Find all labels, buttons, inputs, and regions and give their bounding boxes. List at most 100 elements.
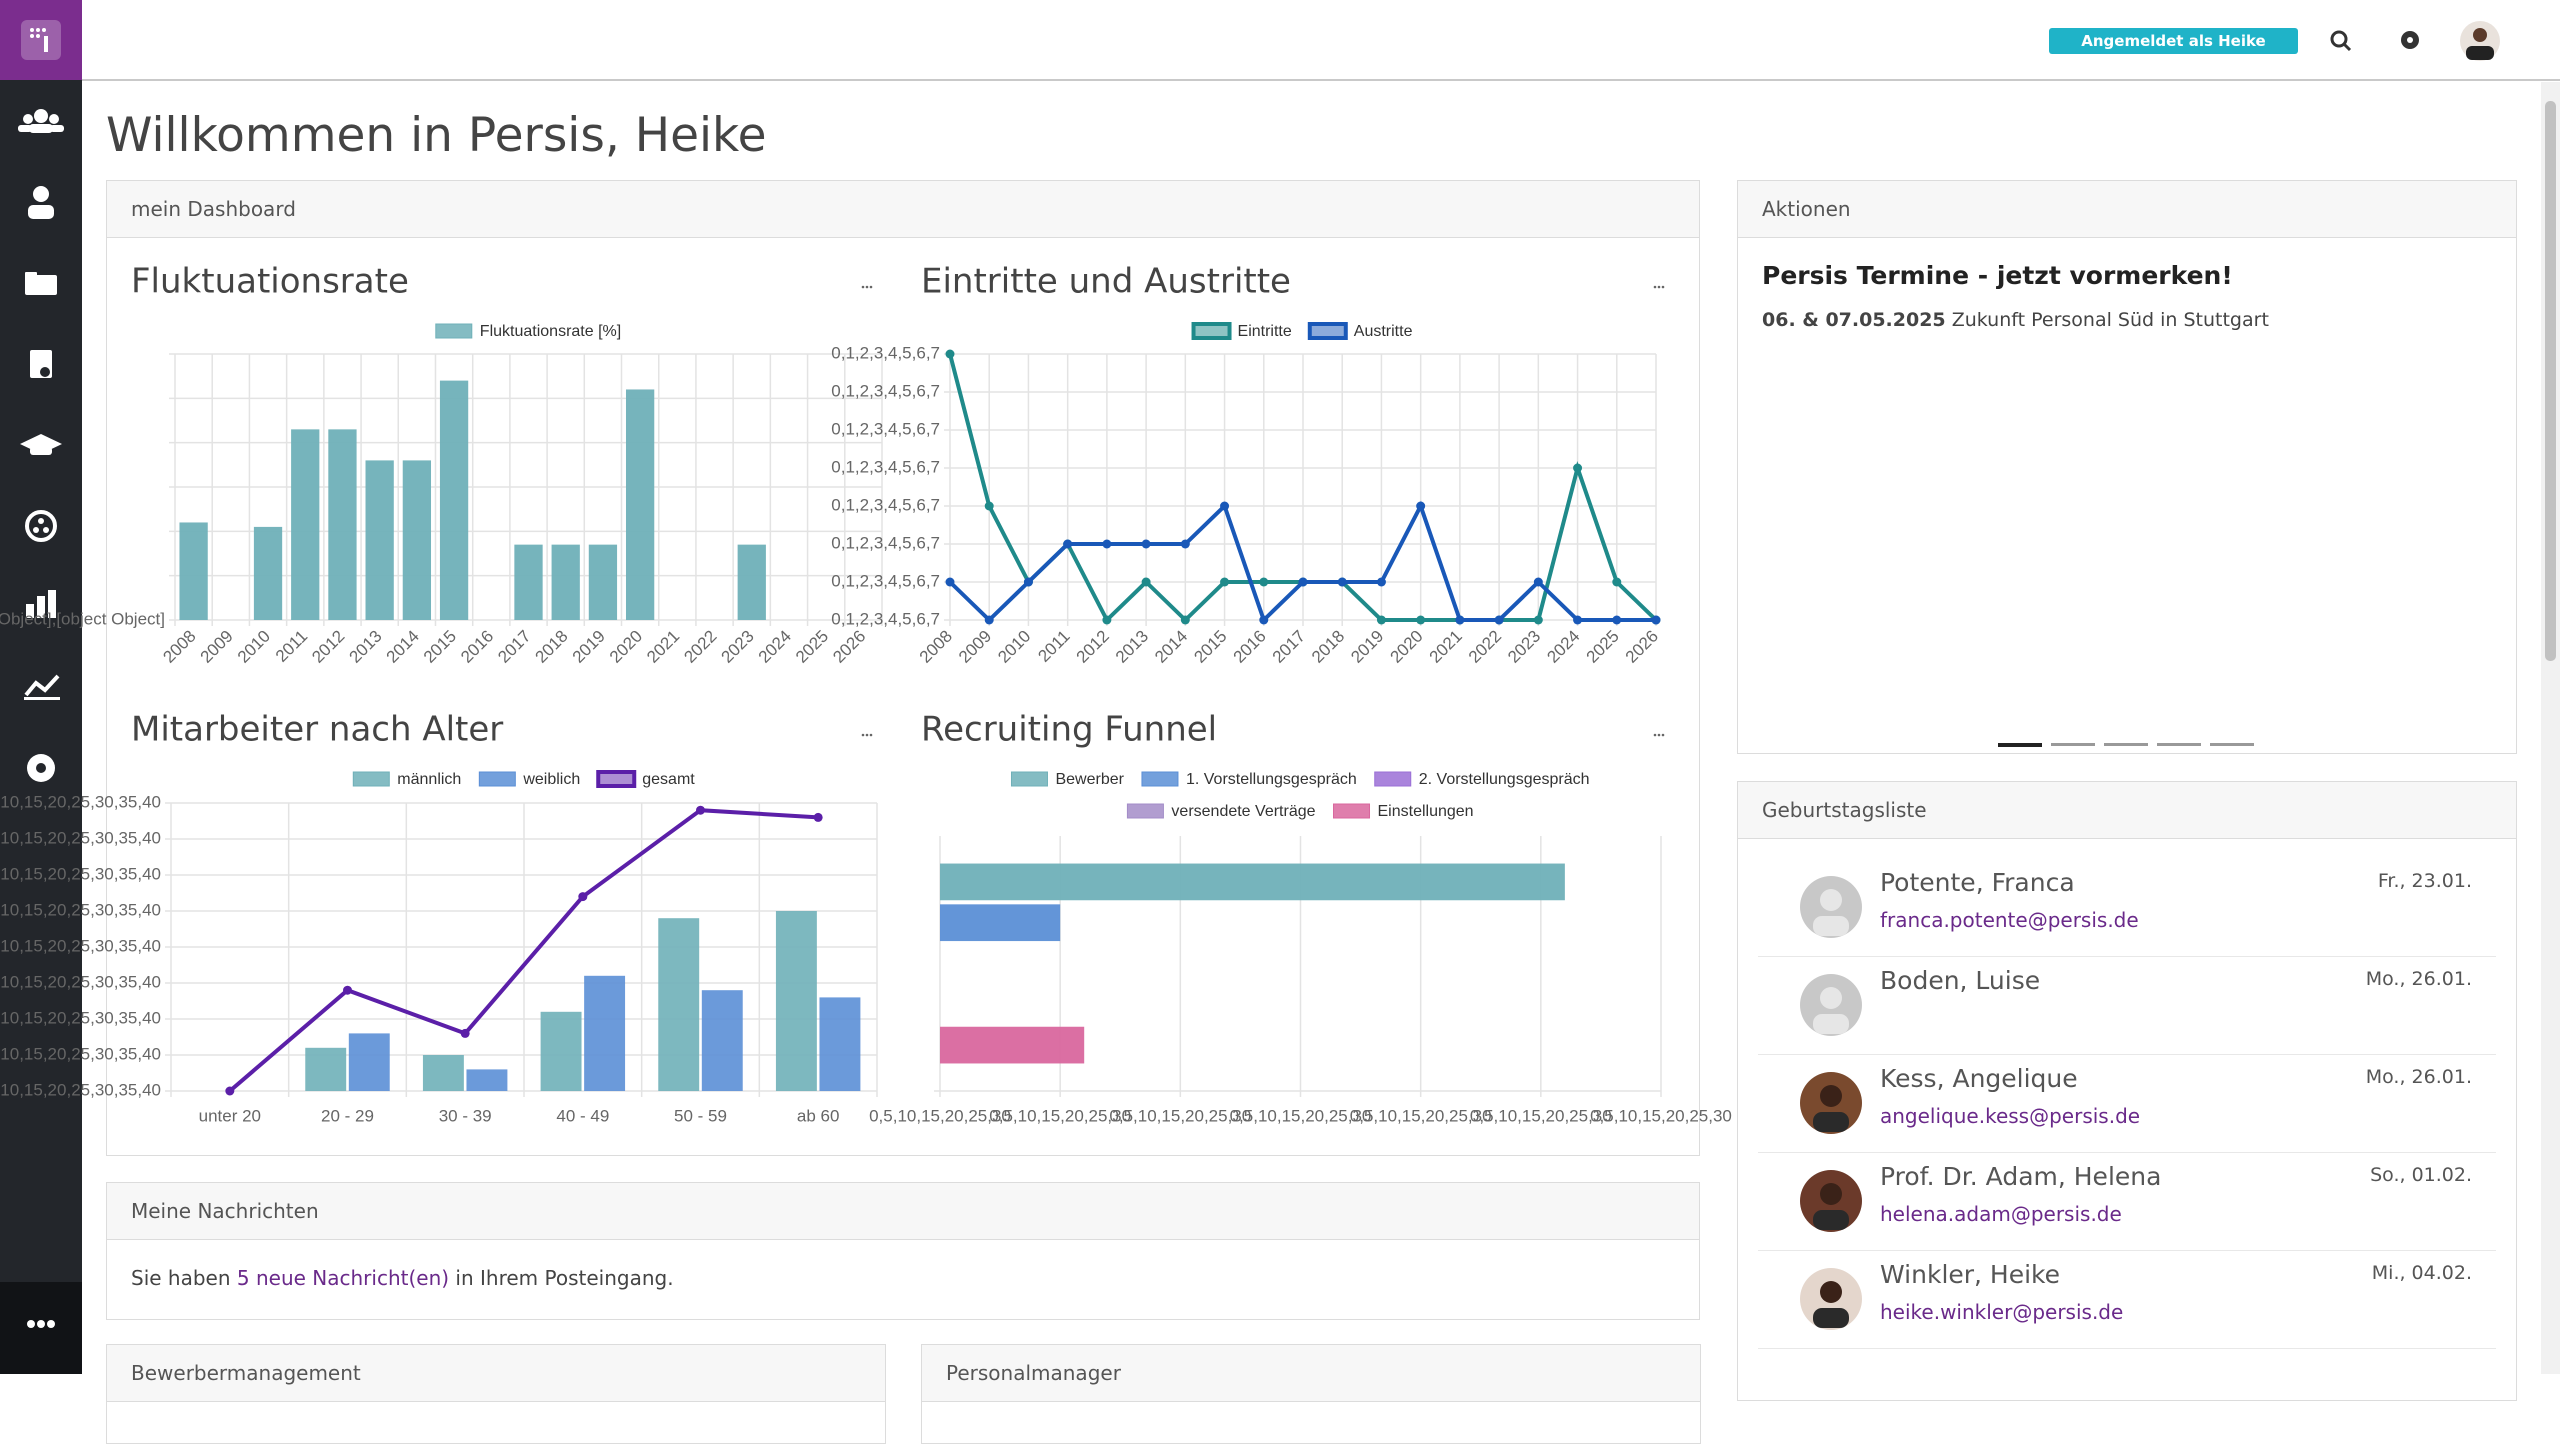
x-tick-label: 2015 bbox=[1190, 627, 1230, 667]
legend-swatch bbox=[1191, 322, 1232, 340]
point bbox=[1612, 577, 1622, 587]
legend-label: männlich bbox=[397, 771, 461, 788]
x-tick-label: 30 - 39 bbox=[439, 1106, 492, 1125]
search-icon[interactable] bbox=[2330, 30, 2352, 52]
birthday-row: Kess, Angelique angelique.kess@persis.de M… bbox=[1758, 1054, 2496, 1153]
login-badge: Angemeldet als Heike Winkler bbox=[2049, 28, 2298, 76]
logo[interactable] bbox=[0, 0, 82, 80]
nav-person[interactable] bbox=[28, 186, 54, 219]
point bbox=[1220, 577, 1230, 587]
x-tick-label: 2023 bbox=[1504, 627, 1544, 667]
chart-menu[interactable] bbox=[1653, 285, 1665, 289]
bar bbox=[701, 990, 743, 1091]
legend-label: gesamt bbox=[642, 771, 695, 788]
nav-statistics[interactable] bbox=[24, 674, 60, 700]
x-tick-label: 0,5,10,15,20,25,30 bbox=[1590, 1106, 1732, 1125]
x-tick-label: 2013 bbox=[345, 627, 385, 667]
x-tick-label: 2026 bbox=[1622, 627, 1662, 667]
user-avatar[interactable] bbox=[2460, 21, 2500, 61]
person-email[interactable]: angelique.kess@persis.de bbox=[1880, 1104, 2141, 1128]
point bbox=[984, 615, 994, 625]
point bbox=[1141, 539, 1151, 549]
messages-text: Sie haben 5 neue Nachricht(en) in Ihrem … bbox=[107, 1240, 1699, 1316]
x-tick-label: 0,5,10,15,20,25,30 bbox=[1230, 1106, 1372, 1125]
legend-label: Fluktuationsrate [%] bbox=[480, 323, 621, 340]
bar bbox=[439, 380, 469, 620]
legend-item: 1. Vorstellungsgespräch bbox=[1141, 771, 1357, 788]
legend-label: weiblich bbox=[522, 771, 580, 788]
x-tick-label: 2026 bbox=[829, 627, 869, 667]
bar bbox=[940, 904, 1061, 942]
nav-settings[interactable] bbox=[27, 754, 55, 782]
x-tick-label: 2018 bbox=[1308, 627, 1348, 667]
panel-title: Aktionen bbox=[1738, 181, 2516, 238]
x-tick-label: 0,5,10,15,20,25,30 bbox=[1109, 1106, 1251, 1125]
x-tick-label: 2009 bbox=[955, 627, 995, 667]
x-tick-label: 2013 bbox=[1112, 627, 1152, 667]
nav-employees[interactable] bbox=[18, 109, 64, 133]
person-name: Boden, Luise bbox=[1880, 966, 2041, 995]
point bbox=[1573, 615, 1583, 625]
bar bbox=[179, 522, 208, 620]
sidebar bbox=[0, 0, 82, 1374]
nav-document[interactable] bbox=[30, 350, 52, 378]
legend-swatch bbox=[1141, 771, 1179, 787]
y-tick-label: 0,1,2,3,4,5,6,7 bbox=[831, 609, 940, 628]
birthday-date: So., 01.02. bbox=[2370, 1164, 2472, 1186]
point bbox=[1651, 615, 1661, 625]
point bbox=[813, 812, 823, 822]
indicator[interactable] bbox=[2210, 743, 2254, 746]
legend-item: Fluktuationsrate [%] bbox=[435, 323, 621, 340]
y-tick-label: 0,[object Object],[object Object],[objec… bbox=[0, 609, 165, 628]
indicator[interactable] bbox=[2051, 743, 2095, 746]
x-tick-label: 2017 bbox=[494, 627, 534, 667]
y-tick-label: 0,1,2,3,4,5,6,7 bbox=[831, 495, 940, 514]
scrollbar-thumb[interactable] bbox=[2545, 101, 2556, 661]
nav-reports[interactable] bbox=[26, 590, 56, 618]
top-icons bbox=[2330, 21, 2500, 61]
menu-dot bbox=[865, 285, 869, 289]
legend-label: Bewerber bbox=[1055, 771, 1124, 788]
messages-link[interactable]: 5 neue Nachricht(en) bbox=[236, 1266, 450, 1290]
person-email[interactable]: helena.adam@persis.de bbox=[1880, 1202, 2122, 1226]
action-text: Zukunft Personal Süd in Stuttgart bbox=[1951, 309, 2269, 331]
menu-dot bbox=[861, 733, 865, 737]
y-tick-label: 0,5,10,15,20,25,30,35,40 bbox=[0, 1008, 161, 1027]
person-email[interactable]: franca.potente@persis.de bbox=[1880, 908, 2139, 932]
legend-swatch bbox=[435, 323, 473, 339]
person-name: Kess, Angelique bbox=[1880, 1064, 2078, 1093]
x-tick-label: 2025 bbox=[792, 627, 832, 667]
y-tick-label: 0,5,10,15,20,25,30,35,40 bbox=[0, 936, 161, 955]
nav-education[interactable] bbox=[20, 434, 62, 455]
x-tick-label: 2014 bbox=[1151, 627, 1191, 667]
birthday-date: Mo., 26.01. bbox=[2365, 1066, 2472, 1088]
settings-icon[interactable] bbox=[2401, 31, 2419, 49]
birthday-date: Mo., 26.01. bbox=[2365, 968, 2472, 990]
point bbox=[1180, 539, 1190, 549]
scrollbar[interactable] bbox=[2541, 82, 2560, 1374]
indicator[interactable] bbox=[2157, 743, 2201, 746]
y-tick-label: 0,1,2,3,4,5,6,7 bbox=[831, 343, 940, 362]
x-tick-label: 2011 bbox=[272, 627, 311, 666]
bar bbox=[466, 1069, 508, 1091]
nav-folder[interactable] bbox=[25, 272, 57, 295]
bar bbox=[402, 460, 432, 620]
avatar bbox=[1800, 876, 1862, 938]
x-tick-label: 2022 bbox=[1465, 627, 1505, 667]
bar bbox=[551, 544, 580, 620]
chart-menu[interactable] bbox=[1653, 733, 1665, 737]
indicator[interactable] bbox=[1998, 743, 2042, 747]
point bbox=[1573, 463, 1583, 473]
more-menu[interactable] bbox=[0, 1282, 82, 1374]
nav-network[interactable] bbox=[25, 510, 57, 542]
point bbox=[1494, 615, 1504, 625]
more-icon bbox=[27, 1320, 55, 1328]
chart-menu[interactable] bbox=[861, 285, 873, 289]
menu-dot bbox=[1653, 285, 1657, 289]
chart-menu[interactable] bbox=[861, 733, 873, 737]
person-email[interactable]: heike.winkler@persis.de bbox=[1880, 1300, 2124, 1324]
bar bbox=[291, 429, 320, 620]
point bbox=[1455, 615, 1465, 625]
sidebar-icons bbox=[18, 109, 64, 782]
indicator[interactable] bbox=[2104, 743, 2148, 746]
